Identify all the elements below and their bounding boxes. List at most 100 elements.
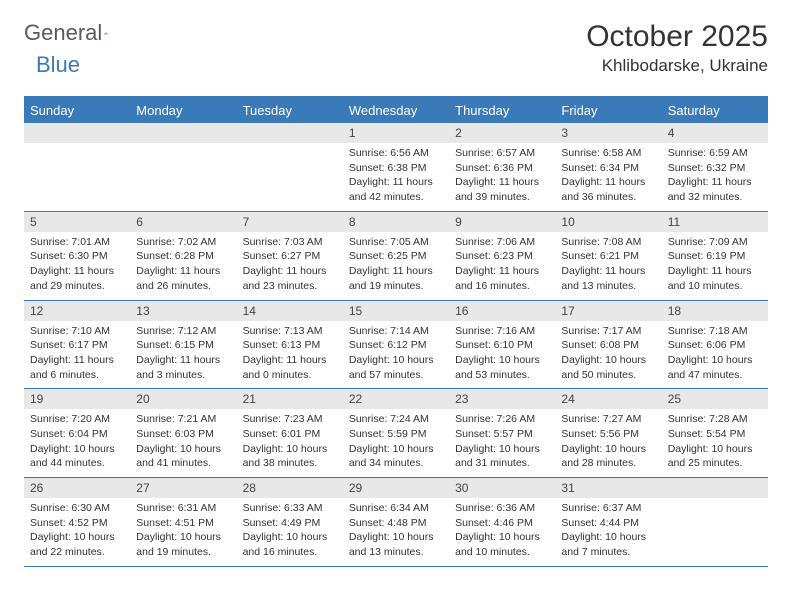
day-number: 4 (662, 123, 768, 143)
day-number: 7 (237, 212, 343, 232)
day-details: Sunrise: 7:17 AMSunset: 6:08 PMDaylight:… (555, 321, 661, 389)
day-number: 20 (130, 389, 236, 409)
day-number: 3 (555, 123, 661, 143)
day-details: Sunrise: 7:13 AMSunset: 6:13 PMDaylight:… (237, 321, 343, 389)
day-details: Sunrise: 7:24 AMSunset: 5:59 PMDaylight:… (343, 409, 449, 477)
day-details: Sunrise: 7:20 AMSunset: 6:04 PMDaylight:… (24, 409, 130, 477)
day-details: Sunrise: 7:28 AMSunset: 5:54 PMDaylight:… (662, 409, 768, 477)
day-number: 22 (343, 389, 449, 409)
location: Khlibodarske, Ukraine (586, 56, 768, 76)
day-number: 29 (343, 478, 449, 498)
day-header: Thursday (449, 97, 555, 123)
day-number: 6 (130, 212, 236, 232)
page-title: October 2025 (586, 20, 768, 54)
calendar-day-cell: 1Sunrise: 6:56 AMSunset: 6:38 PMDaylight… (343, 123, 449, 211)
day-number: 24 (555, 389, 661, 409)
day-number: 30 (449, 478, 555, 498)
calendar-day-cell: 7Sunrise: 7:03 AMSunset: 6:27 PMDaylight… (237, 211, 343, 300)
day-details: Sunrise: 6:56 AMSunset: 6:38 PMDaylight:… (343, 143, 449, 211)
calendar-day-cell: 17Sunrise: 7:17 AMSunset: 6:08 PMDayligh… (555, 300, 661, 389)
day-number: 14 (237, 301, 343, 321)
calendar-day-cell: 20Sunrise: 7:21 AMSunset: 6:03 PMDayligh… (130, 389, 236, 478)
calendar-day-cell: 12Sunrise: 7:10 AMSunset: 6:17 PMDayligh… (24, 300, 130, 389)
logo-triangle-icon (104, 25, 108, 41)
empty-day-body (237, 143, 343, 199)
day-details: Sunrise: 6:33 AMSunset: 4:49 PMDaylight:… (237, 498, 343, 566)
day-details: Sunrise: 6:58 AMSunset: 6:34 PMDaylight:… (555, 143, 661, 211)
calendar-day-cell: 27Sunrise: 6:31 AMSunset: 4:51 PMDayligh… (130, 478, 236, 567)
day-number: 15 (343, 301, 449, 321)
calendar-day-cell: 29Sunrise: 6:34 AMSunset: 4:48 PMDayligh… (343, 478, 449, 567)
calendar-day-cell: 14Sunrise: 7:13 AMSunset: 6:13 PMDayligh… (237, 300, 343, 389)
empty-day-num (237, 123, 343, 143)
day-details: Sunrise: 6:36 AMSunset: 4:46 PMDaylight:… (449, 498, 555, 566)
calendar-day-cell: 26Sunrise: 6:30 AMSunset: 4:52 PMDayligh… (24, 478, 130, 567)
calendar-day-cell: 8Sunrise: 7:05 AMSunset: 6:25 PMDaylight… (343, 211, 449, 300)
calendar-day-cell: 15Sunrise: 7:14 AMSunset: 6:12 PMDayligh… (343, 300, 449, 389)
title-block: October 2025 Khlibodarske, Ukraine (586, 20, 768, 76)
day-header: Tuesday (237, 97, 343, 123)
calendar-day-cell: 3Sunrise: 6:58 AMSunset: 6:34 PMDaylight… (555, 123, 661, 211)
day-number: 21 (237, 389, 343, 409)
calendar-body: 1Sunrise: 6:56 AMSunset: 6:38 PMDaylight… (24, 123, 768, 566)
calendar-day-cell: 6Sunrise: 7:02 AMSunset: 6:28 PMDaylight… (130, 211, 236, 300)
day-number: 16 (449, 301, 555, 321)
calendar-day-cell: 19Sunrise: 7:20 AMSunset: 6:04 PMDayligh… (24, 389, 130, 478)
day-number: 18 (662, 301, 768, 321)
day-number: 13 (130, 301, 236, 321)
day-header: Monday (130, 97, 236, 123)
day-number: 10 (555, 212, 661, 232)
calendar-table: SundayMondayTuesdayWednesdayThursdayFrid… (24, 96, 768, 567)
day-details: Sunrise: 6:37 AMSunset: 4:44 PMDaylight:… (555, 498, 661, 566)
day-details: Sunrise: 7:01 AMSunset: 6:30 PMDaylight:… (24, 232, 130, 300)
day-details: Sunrise: 7:02 AMSunset: 6:28 PMDaylight:… (130, 232, 236, 300)
calendar-day-cell: 2Sunrise: 6:57 AMSunset: 6:36 PMDaylight… (449, 123, 555, 211)
day-details: Sunrise: 6:30 AMSunset: 4:52 PMDaylight:… (24, 498, 130, 566)
day-details: Sunrise: 7:12 AMSunset: 6:15 PMDaylight:… (130, 321, 236, 389)
logo: General (24, 20, 128, 46)
calendar-day-cell: 24Sunrise: 7:27 AMSunset: 5:56 PMDayligh… (555, 389, 661, 478)
day-number: 11 (662, 212, 768, 232)
day-number: 28 (237, 478, 343, 498)
day-number: 12 (24, 301, 130, 321)
calendar-week-row: 12Sunrise: 7:10 AMSunset: 6:17 PMDayligh… (24, 300, 768, 389)
calendar-week-row: 19Sunrise: 7:20 AMSunset: 6:04 PMDayligh… (24, 389, 768, 478)
calendar-day-cell: 11Sunrise: 7:09 AMSunset: 6:19 PMDayligh… (662, 211, 768, 300)
day-details: Sunrise: 6:57 AMSunset: 6:36 PMDaylight:… (449, 143, 555, 211)
logo-blue: Blue (36, 52, 80, 78)
day-details: Sunrise: 7:16 AMSunset: 6:10 PMDaylight:… (449, 321, 555, 389)
day-number: 26 (24, 478, 130, 498)
calendar-day-cell: 5Sunrise: 7:01 AMSunset: 6:30 PMDaylight… (24, 211, 130, 300)
day-details: Sunrise: 7:23 AMSunset: 6:01 PMDaylight:… (237, 409, 343, 477)
empty-day-body (662, 498, 768, 554)
day-details: Sunrise: 6:59 AMSunset: 6:32 PMDaylight:… (662, 143, 768, 211)
calendar-day-cell: 28Sunrise: 6:33 AMSunset: 4:49 PMDayligh… (237, 478, 343, 567)
empty-day-num (130, 123, 236, 143)
empty-day-num (24, 123, 130, 143)
empty-day-body (24, 143, 130, 199)
day-details: Sunrise: 7:10 AMSunset: 6:17 PMDaylight:… (24, 321, 130, 389)
calendar-day-cell (24, 123, 130, 211)
empty-day-num (662, 478, 768, 498)
day-number: 31 (555, 478, 661, 498)
calendar-day-cell: 30Sunrise: 6:36 AMSunset: 4:46 PMDayligh… (449, 478, 555, 567)
day-details: Sunrise: 7:05 AMSunset: 6:25 PMDaylight:… (343, 232, 449, 300)
calendar-day-cell: 16Sunrise: 7:16 AMSunset: 6:10 PMDayligh… (449, 300, 555, 389)
day-details: Sunrise: 7:09 AMSunset: 6:19 PMDaylight:… (662, 232, 768, 300)
day-number: 17 (555, 301, 661, 321)
calendar-day-cell: 22Sunrise: 7:24 AMSunset: 5:59 PMDayligh… (343, 389, 449, 478)
day-details: Sunrise: 7:26 AMSunset: 5:57 PMDaylight:… (449, 409, 555, 477)
day-number: 8 (343, 212, 449, 232)
calendar-day-cell (237, 123, 343, 211)
day-header: Saturday (662, 97, 768, 123)
day-details: Sunrise: 6:31 AMSunset: 4:51 PMDaylight:… (130, 498, 236, 566)
calendar-day-cell: 4Sunrise: 6:59 AMSunset: 6:32 PMDaylight… (662, 123, 768, 211)
calendar-day-cell: 31Sunrise: 6:37 AMSunset: 4:44 PMDayligh… (555, 478, 661, 567)
calendar-day-cell: 13Sunrise: 7:12 AMSunset: 6:15 PMDayligh… (130, 300, 236, 389)
day-details: Sunrise: 7:08 AMSunset: 6:21 PMDaylight:… (555, 232, 661, 300)
calendar-day-cell: 9Sunrise: 7:06 AMSunset: 6:23 PMDaylight… (449, 211, 555, 300)
calendar-day-cell (130, 123, 236, 211)
logo-general: General (24, 20, 102, 46)
day-details: Sunrise: 7:21 AMSunset: 6:03 PMDaylight:… (130, 409, 236, 477)
calendar-week-row: 26Sunrise: 6:30 AMSunset: 4:52 PMDayligh… (24, 478, 768, 567)
